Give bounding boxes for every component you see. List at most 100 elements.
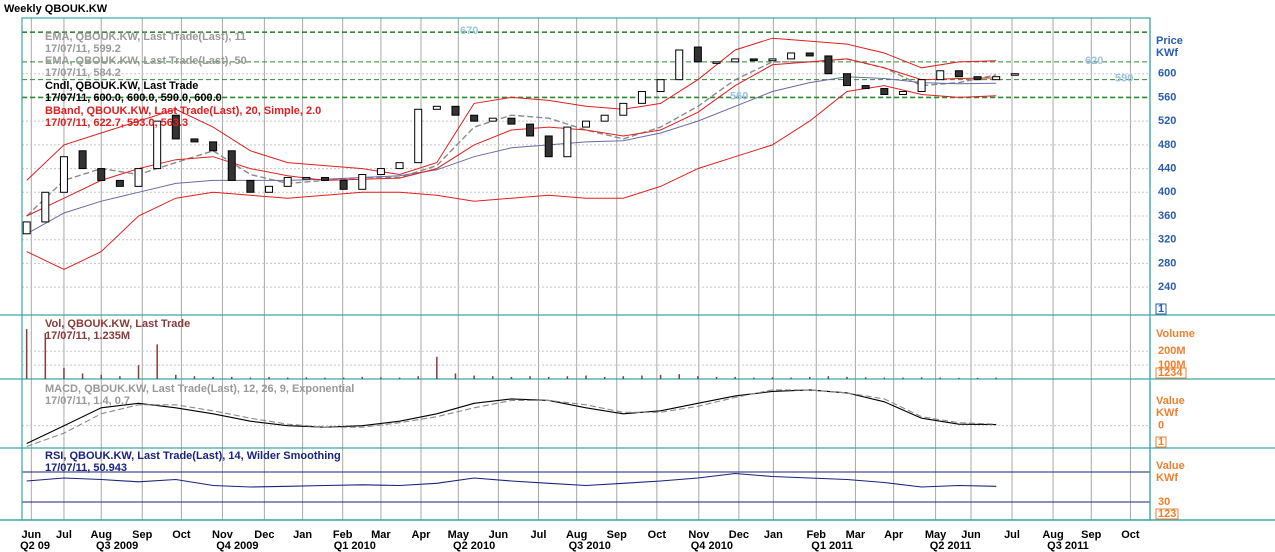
candle xyxy=(153,120,162,170)
volume-bar xyxy=(603,376,606,379)
x-tick-label: Nov xyxy=(212,529,234,541)
quarter-label: Q3 2010 xyxy=(569,540,611,552)
candle xyxy=(526,123,535,137)
candle xyxy=(861,85,870,90)
x-tick-label: Aug xyxy=(566,529,587,541)
candle xyxy=(190,138,199,143)
candle xyxy=(376,168,385,176)
legend-entry: 17/07/11, 1.235M xyxy=(45,330,130,342)
volume-bar xyxy=(212,376,214,379)
volume-bar xyxy=(547,376,550,379)
x-tick-label: Jan xyxy=(293,529,312,541)
volume-bar xyxy=(492,376,494,379)
volume-bar xyxy=(398,377,401,379)
candle xyxy=(171,114,180,140)
legend-entry: 17/07/11, 600.0, 600.0, 590.0, 600.0 xyxy=(45,92,222,104)
badge: 123 xyxy=(1158,508,1176,520)
level-label: 560 xyxy=(730,90,748,102)
y-tick-label: 360 xyxy=(1158,210,1176,222)
axis-label: Value xyxy=(1156,395,1185,407)
volume-bar xyxy=(454,373,457,379)
volume-bar xyxy=(231,376,233,379)
volume-bar xyxy=(529,376,531,379)
volume-bar xyxy=(44,333,47,379)
x-tick-label: Sep xyxy=(1081,529,1101,541)
candle xyxy=(582,120,590,128)
legend-entry: 17/07/11, 584.2 xyxy=(45,67,121,79)
volume-bar xyxy=(510,376,513,379)
candle xyxy=(917,79,926,93)
quarter-label: Q2 2010 xyxy=(453,540,495,552)
candle xyxy=(973,76,982,81)
x-tick-label: Jun xyxy=(22,529,42,541)
indicator-line xyxy=(26,389,997,448)
y-tick-label: 320 xyxy=(1158,234,1176,246)
candle xyxy=(507,117,516,125)
candle xyxy=(59,156,68,193)
y-tick-label: 600 xyxy=(1158,68,1176,80)
badge: 1 xyxy=(1158,303,1164,315)
candle xyxy=(488,117,497,122)
candle xyxy=(712,61,721,64)
candle xyxy=(992,76,1001,81)
candle xyxy=(675,49,684,81)
volume-bar xyxy=(417,376,419,379)
volume-bar xyxy=(715,376,718,379)
volume-bar xyxy=(976,377,979,379)
x-tick-label: Sep xyxy=(132,529,152,541)
candle xyxy=(768,58,777,62)
candle xyxy=(97,168,106,181)
volume-bar xyxy=(249,377,252,379)
badge: 1234 xyxy=(1158,367,1183,379)
volume-bar xyxy=(324,377,326,379)
volume-bar xyxy=(566,376,569,379)
volume-bar xyxy=(771,377,774,379)
volume-bar xyxy=(678,374,680,379)
volume-bar xyxy=(193,376,196,379)
candle xyxy=(470,114,479,122)
x-tick-label: Jan xyxy=(764,529,783,541)
quarter-label: Q2 09 xyxy=(20,540,50,552)
volume-bar xyxy=(753,377,755,379)
candle xyxy=(283,176,292,187)
indicator-line xyxy=(26,58,997,217)
candle xyxy=(22,221,31,235)
x-tick-label: Feb xyxy=(806,529,826,541)
x-tick-label: Oct xyxy=(172,529,191,541)
volume-bar xyxy=(734,376,736,379)
x-tick-label: Jul xyxy=(531,529,547,541)
legend-entry: EMA, QBOUK.KW, Last Trade(Last), 11 xyxy=(45,31,246,43)
y-tick-label: 200M xyxy=(1158,345,1186,357)
candle xyxy=(209,141,218,152)
volume-bar xyxy=(883,377,886,379)
y-tick-label: 30 xyxy=(1158,496,1170,508)
badge-box xyxy=(1155,436,1167,448)
y-tick-label: 520 xyxy=(1158,115,1176,127)
candle xyxy=(880,88,889,95)
y-tick-label: 440 xyxy=(1158,162,1176,174)
volume-bar xyxy=(156,344,158,379)
quarter-label: Q2 2011 xyxy=(930,540,972,552)
volume-bar xyxy=(286,377,289,379)
volume-bar xyxy=(119,376,121,379)
candle xyxy=(563,126,572,158)
x-tick-label: Jun xyxy=(489,529,509,541)
x-tick-label: Mar xyxy=(371,529,391,541)
candle xyxy=(936,70,945,81)
x-tick-label: May xyxy=(925,529,947,541)
axis-label: KWf xyxy=(1156,47,1178,59)
legend-entry: 17/07/11, 622.7, 593.0, 563.3 xyxy=(45,117,188,129)
candle xyxy=(265,185,274,193)
x-tick-label: Feb xyxy=(333,529,353,541)
candle xyxy=(451,105,460,116)
candle xyxy=(395,162,404,170)
legend-entry: Vol, QBOUK.KW, Last Trade xyxy=(45,318,190,330)
y-tick-label: 0 xyxy=(1158,420,1164,432)
candle xyxy=(656,79,665,93)
candle xyxy=(302,176,311,180)
quarter-label: Q4 2009 xyxy=(216,540,258,552)
x-tick-label: Apr xyxy=(412,529,432,541)
indicator-line xyxy=(26,37,997,181)
volume-bar xyxy=(808,376,811,379)
badge-box xyxy=(1155,508,1179,520)
